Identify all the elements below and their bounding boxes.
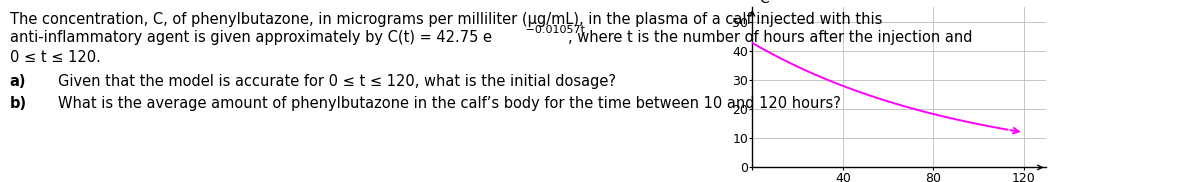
Text: What is the average amount of phenylbutazone in the calf’s body for the time bet: What is the average amount of phenylbuta… xyxy=(58,96,840,111)
Text: 0 ≤ t ≤ 120.: 0 ≤ t ≤ 120. xyxy=(10,50,101,65)
Text: The concentration, C, of phenylbutazone, in micrograms per milliliter (μg/mL), i: The concentration, C, of phenylbutazone,… xyxy=(10,12,882,27)
Text: anti-inflammatory agent is given approximately by C(t) = 42.75 e: anti-inflammatory agent is given approxi… xyxy=(10,30,492,45)
Text: b): b) xyxy=(10,96,26,111)
Text: , where t is the number of hours after the injection and: , where t is the number of hours after t… xyxy=(568,30,972,45)
Text: −0.01057t: −0.01057t xyxy=(522,25,586,35)
Text: Given that the model is accurate for 0 ≤ t ≤ 120, what is the initial dosage?: Given that the model is accurate for 0 ≤… xyxy=(58,74,616,89)
Text: t: t xyxy=(1037,181,1042,182)
Text: C: C xyxy=(760,0,769,6)
Text: a): a) xyxy=(10,74,26,89)
